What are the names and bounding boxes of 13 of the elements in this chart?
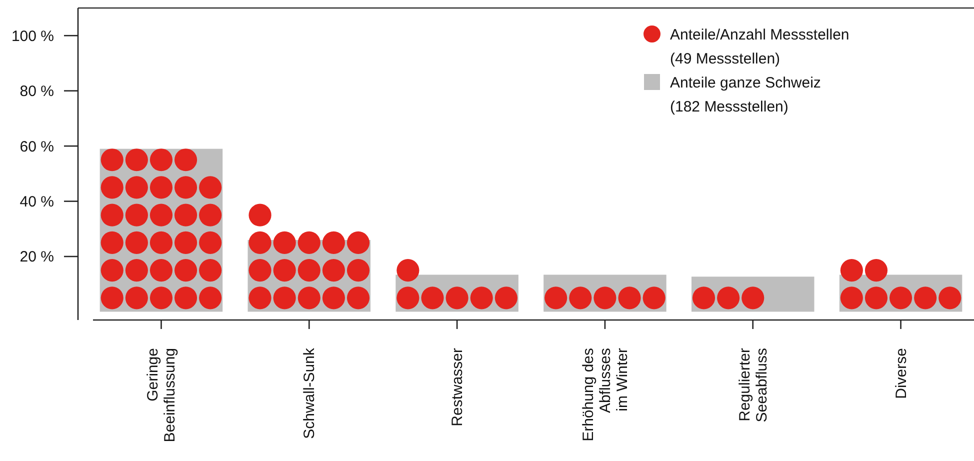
- y-tick-label: 20 %: [20, 248, 54, 266]
- y-tick-label: 80 %: [20, 83, 54, 100]
- x-tick-label: Regulierter Seeabfluss: [736, 348, 770, 422]
- x-tick-label: Geringe Beeinflussung: [144, 348, 179, 442]
- legend-label: Anteile/Anzahl Messstellen (49 Messstellen): [670, 26, 850, 68]
- x-tick-label: Schwall-Sunk: [301, 348, 318, 439]
- legend-label: Anteile ganze Schweiz (182 Messstellen): [670, 74, 821, 116]
- y-tick-label: 100 %: [11, 28, 54, 45]
- y-tick-label: 40 %: [20, 194, 54, 211]
- x-tick-label: Diverse: [892, 348, 910, 399]
- x-tick-label: Erhöhung des Abflusses im Winter: [580, 348, 631, 442]
- y-tick-label: 60 %: [20, 138, 54, 156]
- x-tick-label: Restwasser: [449, 348, 466, 426]
